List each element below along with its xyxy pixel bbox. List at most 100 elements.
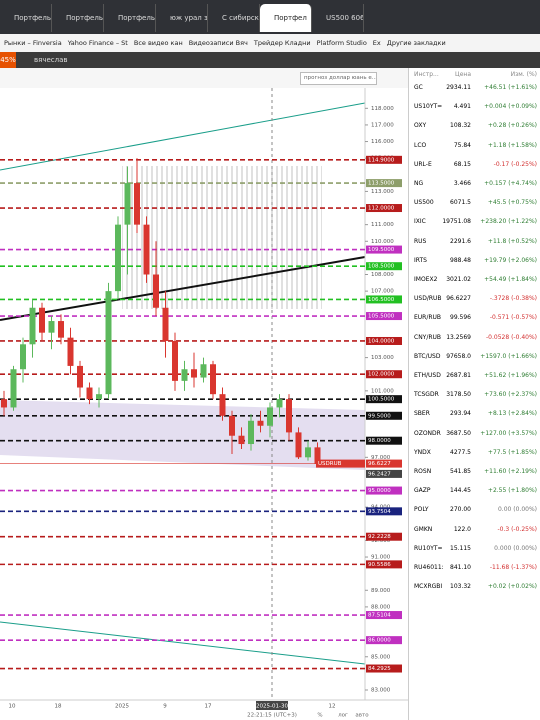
watchlist-row[interactable]: MCXRGBI 103.32 +0.02 (+0.02%) bbox=[409, 580, 540, 594]
instrument: RUS bbox=[414, 237, 427, 245]
y-tick-label: 97.000 bbox=[371, 455, 391, 461]
instrument: US500 bbox=[414, 199, 434, 207]
instrument: GAZP bbox=[414, 487, 431, 495]
price: 3.466 bbox=[453, 180, 471, 187]
price: 19751.08 bbox=[442, 218, 471, 226]
watchlist-row[interactable]: CNY/RUB 13.2569 -0.0528 (-0.40%) bbox=[409, 331, 540, 345]
tab[interactable]: С сибирск bbox=[208, 4, 260, 32]
change: +1.18 (+1.58%) bbox=[487, 141, 537, 149]
watchlist-row[interactable]: YNDX 4277.5 +77.5 (+1.85%) bbox=[409, 446, 540, 460]
watchlist-row[interactable]: ROSN 541.85 +11.60 (+2.19%) bbox=[409, 465, 540, 479]
candle-body bbox=[200, 364, 207, 378]
search-box[interactable]: прогноз доллар юань е... bbox=[300, 72, 377, 85]
bookmark[interactable]: Platform Studio bbox=[316, 39, 367, 47]
watchlist-row[interactable]: US500 6071.5 +45.5 (+0.75%) bbox=[409, 196, 540, 210]
change: +238.20 (+1.22%) bbox=[480, 218, 537, 226]
level-label-bg bbox=[366, 336, 402, 345]
y-tick-label: 107.000 bbox=[371, 289, 394, 295]
bookmark[interactable]: Все видео кан bbox=[133, 39, 183, 47]
level-label-bg bbox=[366, 664, 402, 673]
tab[interactable]: Портфел bbox=[260, 4, 312, 32]
price: 3021.02 bbox=[446, 276, 471, 283]
watchlist-row[interactable]: EUR/RUB 99.596 -0.571 (-0.57%) bbox=[409, 311, 540, 325]
bookmark[interactable]: Видеозаписи Вяч bbox=[188, 39, 248, 47]
candle-body bbox=[219, 394, 226, 416]
watchlist-row[interactable]: US10YT= 4.491 +0.004 (+0.09%) bbox=[409, 100, 540, 114]
price: 2934.11 bbox=[446, 84, 471, 91]
watchlist-row[interactable]: ETH/USD 2687.81 +51.62 (+1.96%) bbox=[409, 369, 540, 383]
watchlist-row[interactable]: SBER 293.94 +8.13 (+2.84%) bbox=[409, 407, 540, 421]
level-label: 87.5104 bbox=[368, 613, 391, 619]
watchlist-row[interactable]: OZONDR 3687.50 +127.00 (+3.57%) bbox=[409, 427, 540, 441]
bookmark[interactable]: Yahoo Finance – St bbox=[67, 39, 128, 47]
level-label-bg bbox=[366, 560, 402, 569]
zoom[interactable]: 45% bbox=[0, 52, 16, 68]
x-tick-label: 12 bbox=[329, 704, 336, 710]
watchlist-row[interactable]: IXIC 19751.08 +238.20 (+1.22%) bbox=[409, 215, 540, 229]
price: 841.10 bbox=[450, 564, 471, 571]
price-axis bbox=[365, 88, 408, 700]
level-label: 92.2228 bbox=[368, 534, 391, 540]
watchlist-row[interactable]: IRTS 988.48 +19.79 (+2.06%) bbox=[409, 254, 540, 268]
candle-body bbox=[48, 321, 55, 333]
watchlist-row[interactable]: TCSGDR 3178.50 +73.60 (+2.37%) bbox=[409, 388, 540, 402]
watchlist-row[interactable]: BTC/USD 97658.0 +1597.0 (+1.66%) bbox=[409, 350, 540, 364]
level-label: 112.0000 bbox=[368, 206, 395, 212]
level-label: 93.7504 bbox=[368, 509, 391, 515]
candle-body bbox=[210, 364, 216, 395]
instrument: MCXRGBI bbox=[414, 583, 443, 591]
level-label: 105.5000 bbox=[368, 314, 395, 320]
change: 0.00 (0.00%) bbox=[497, 506, 537, 514]
watchlist-row[interactable]: GC 2934.11 +46.51 (+1.61%) bbox=[409, 81, 540, 95]
bookmark[interactable]: Трейдер Кладни bbox=[253, 39, 311, 47]
candle-body bbox=[124, 183, 131, 225]
price: 68.15 bbox=[453, 160, 471, 168]
prev-label: 96.2427 bbox=[368, 471, 391, 477]
level-label: 108.5000 bbox=[368, 264, 395, 270]
watchlist-row[interactable]: GMKN 122.0 -0.3 (-0.25%) bbox=[409, 523, 540, 537]
level-label-bg bbox=[366, 507, 402, 516]
bookmark[interactable]: Рынки – Finversia bbox=[4, 39, 62, 47]
tab[interactable]: Портфель bbox=[52, 4, 104, 32]
watchlist-row[interactable]: RUS 2291.6 +11.8 (+0.52%) bbox=[409, 235, 540, 249]
watchlist-row[interactable]: LCO 75.84 +1.18 (+1.58%) bbox=[409, 139, 540, 153]
candle-body bbox=[10, 369, 17, 408]
level-label-bg bbox=[366, 295, 402, 304]
candle-body bbox=[295, 432, 302, 458]
watchlist-row[interactable]: RU10YT= 15.115 0.000 (0.00%) bbox=[409, 542, 540, 556]
candle-body bbox=[1, 399, 7, 408]
level-label-bg bbox=[366, 155, 402, 164]
user[interactable]: вячеслав bbox=[34, 56, 68, 64]
change: +77.5 (+1.85%) bbox=[487, 448, 537, 456]
candle-body bbox=[86, 387, 93, 400]
price: 3687.50 bbox=[446, 429, 471, 437]
watchlist-row[interactable]: RU46011: 841.10 -11.68 (-1.37%) bbox=[409, 561, 540, 575]
tab[interactable]: Портфель bbox=[104, 4, 156, 32]
tab[interactable]: юж урал з bbox=[156, 4, 208, 32]
symbol-label: USDRUB bbox=[318, 461, 342, 467]
candle-body bbox=[267, 407, 273, 426]
bookmark[interactable]: Ex bbox=[372, 39, 381, 47]
last-label: 96.6227 bbox=[368, 461, 391, 467]
watchlist-row[interactable]: NG 3.466 +0.157 (+4.74%) bbox=[409, 177, 540, 191]
instrument: GMKN bbox=[414, 525, 433, 533]
footer-label: авто bbox=[355, 713, 369, 719]
watchlist-row[interactable]: IMOEX2 3021.02 +54.49 (+1.84%) bbox=[409, 273, 540, 287]
watchlist-row[interactable]: POLY 270.00 0.00 (0.00%) bbox=[409, 503, 540, 517]
price: 293.94 bbox=[450, 410, 471, 418]
level-label: 100.5000 bbox=[368, 397, 395, 403]
level-label-bg bbox=[366, 245, 402, 254]
watchlist-row[interactable]: OXY 108.32 +0.28 (+0.26%) bbox=[409, 119, 540, 133]
watchlist-row[interactable]: GAZP 144.45 +2.55 (+1.80%) bbox=[409, 484, 540, 498]
x-tick-label: 10 bbox=[9, 704, 16, 710]
bookmark[interactable]: Другие закладки bbox=[386, 39, 446, 47]
watchlist-row[interactable]: USD/RUB 96.6227 -.3728 (-0.38%) bbox=[409, 292, 540, 306]
tab[interactable]: US500 606 bbox=[312, 4, 364, 32]
tab[interactable]: Портфель bbox=[0, 4, 52, 32]
instrument: TCSGDR bbox=[414, 391, 439, 399]
price: 4277.5 bbox=[450, 448, 471, 456]
watchlist-row[interactable]: URL-E 68.15 -0.17 (-0.25%) bbox=[409, 158, 540, 172]
instrument: NG bbox=[414, 180, 424, 187]
candle-body bbox=[58, 321, 64, 338]
instrument: OXY bbox=[414, 122, 427, 130]
